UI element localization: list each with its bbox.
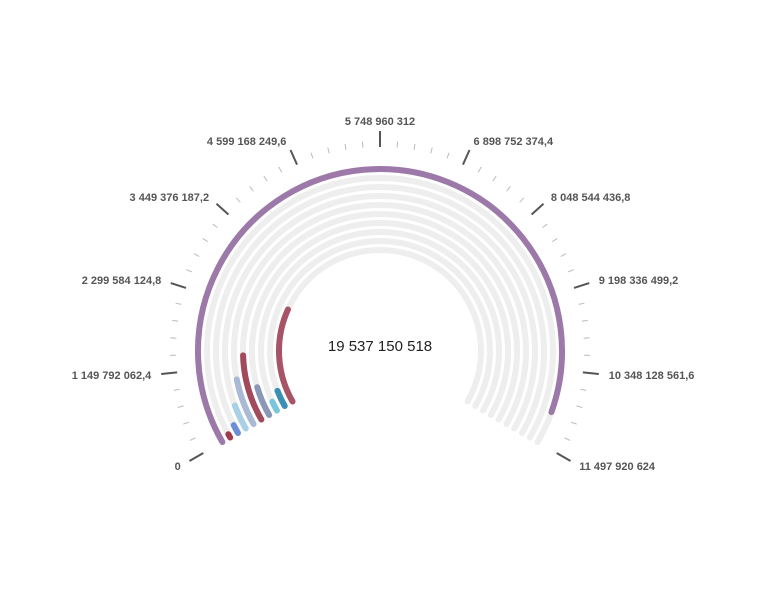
- gauge-bar-9: [274, 387, 288, 409]
- major-tick: [188, 452, 204, 462]
- gauge-bar-5: [233, 376, 257, 427]
- tick-label: 2 299 584 124,8: [82, 275, 162, 287]
- minor-tick: [506, 186, 511, 192]
- minor-tick: [235, 197, 241, 203]
- minor-tick: [327, 147, 330, 154]
- tick-label: 6 898 752 374,4: [474, 136, 554, 148]
- gauge-bar-1: [195, 166, 565, 445]
- minor-tick: [263, 175, 268, 182]
- minor-tick: [182, 421, 189, 425]
- tick-label: 1 149 792 062,4: [72, 370, 152, 382]
- gauge-track-9: [267, 238, 493, 409]
- tick-label: 10 348 128 561,6: [609, 370, 695, 382]
- gauge-track-2: [204, 175, 556, 441]
- major-tick: [215, 203, 230, 216]
- gauge-bar-2: [225, 431, 234, 441]
- major-tick: [170, 282, 187, 289]
- minor-tick: [189, 437, 196, 441]
- tick-label: 11 497 920 624: [579, 461, 656, 473]
- minor-tick: [249, 186, 254, 192]
- tick-label: 0: [175, 461, 181, 473]
- minor-tick: [193, 253, 200, 257]
- tick-label: 3 449 376 187,2: [130, 192, 210, 204]
- gauge-track-3: [213, 184, 547, 436]
- gauge-bars: [195, 166, 565, 445]
- minor-tick: [202, 238, 209, 243]
- tick-label: 5 748 960 312: [345, 116, 415, 128]
- minor-tick: [551, 238, 558, 243]
- gauge-bar-4: [231, 402, 249, 432]
- gauge-track-6: [240, 211, 520, 423]
- minor-tick: [186, 269, 193, 273]
- gauge-bar-6: [240, 352, 265, 423]
- gauge-track-4: [222, 193, 538, 432]
- tick-label: 4 599 168 249,6: [207, 136, 287, 148]
- minor-tick: [571, 421, 578, 425]
- major-tick: [556, 452, 572, 462]
- minor-tick: [278, 166, 283, 173]
- minor-tick: [396, 141, 399, 148]
- major-tick: [289, 149, 298, 166]
- gauge-bar-10: [276, 306, 296, 405]
- gauge-total-value: 19 537 150 518: [328, 338, 432, 355]
- minor-tick: [576, 405, 583, 408]
- minor-tick: [310, 152, 314, 159]
- major-tick: [582, 371, 599, 375]
- minor-tick: [578, 302, 585, 305]
- minor-tick: [477, 166, 482, 173]
- major-tick: [573, 282, 590, 289]
- minor-tick: [344, 143, 347, 150]
- major-tick: [161, 371, 178, 375]
- gauge-tracks: [195, 166, 565, 445]
- gauge-track-10: [276, 247, 484, 405]
- minor-tick: [173, 388, 180, 391]
- gauge-bar-3: [230, 422, 241, 436]
- minor-tick: [560, 253, 567, 257]
- tick-label: 8 048 544 436,8: [551, 192, 631, 204]
- major-tick: [530, 203, 545, 216]
- gauge-track-5: [231, 202, 529, 427]
- minor-tick: [564, 437, 571, 441]
- minor-tick: [492, 175, 497, 182]
- minor-tick: [177, 405, 184, 408]
- gauge-track-7: [249, 220, 511, 418]
- minor-tick: [446, 152, 450, 159]
- gauge-ticks: 0 1 149 792 062,4 2 299 584 124,8 3 449 376…: [72, 116, 695, 473]
- tick-label: 9 198 336 499,2: [599, 275, 679, 287]
- minor-tick: [542, 223, 548, 229]
- minor-tick: [212, 223, 218, 229]
- minor-tick: [175, 302, 182, 305]
- minor-tick: [361, 141, 364, 148]
- minor-tick: [519, 197, 525, 203]
- minor-tick: [581, 319, 588, 322]
- minor-tick: [567, 269, 574, 273]
- gauge-track-8: [258, 229, 502, 414]
- gauge-bar-8: [269, 398, 280, 414]
- minor-tick: [430, 147, 433, 154]
- major-tick: [462, 149, 471, 166]
- minor-tick: [413, 143, 416, 150]
- gauge-bar-7: [254, 384, 273, 418]
- minor-tick: [172, 319, 179, 322]
- minor-tick: [580, 388, 587, 391]
